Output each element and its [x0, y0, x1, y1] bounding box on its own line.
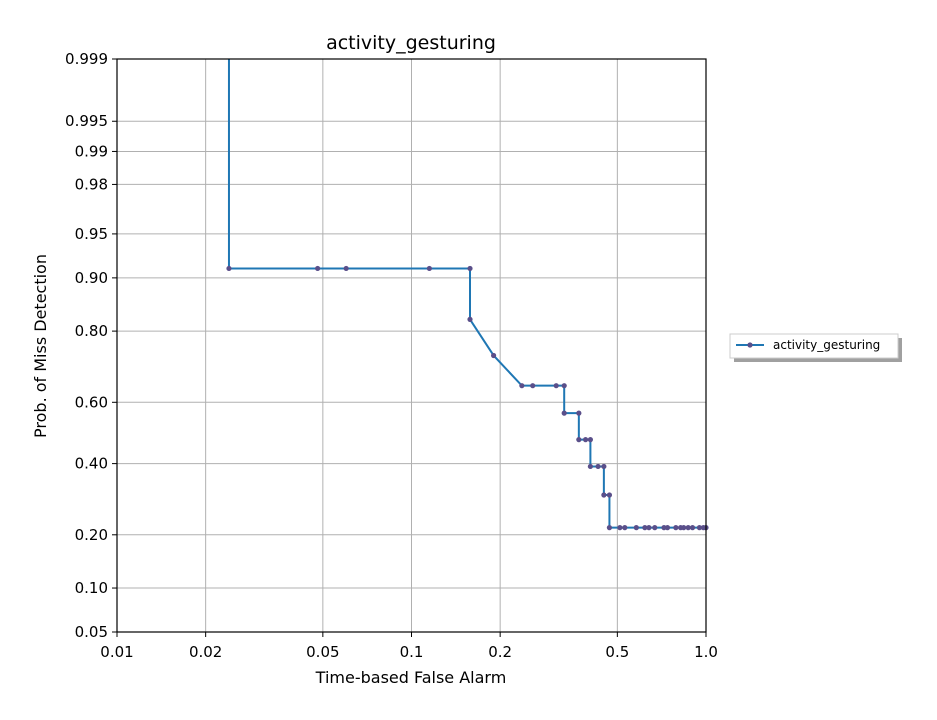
data-point-marker — [582, 437, 589, 443]
data-point-marker — [601, 492, 607, 498]
data-point-marker — [561, 383, 567, 389]
data-point-marker — [587, 463, 593, 470]
y-tick-label: 0.80 — [75, 322, 108, 340]
y-tick-label: 0.98 — [75, 175, 108, 193]
y-axis-label: Prob. of Miss Detection — [31, 254, 50, 438]
data-point-marker — [664, 525, 671, 531]
data-point-marker — [606, 492, 613, 498]
data-point-marker — [467, 316, 473, 322]
data-point-marker — [595, 463, 601, 470]
x-tick-label: 0.1 — [400, 643, 424, 661]
data-point-marker — [426, 265, 432, 272]
legend-marker-swatch — [747, 342, 753, 348]
data-point-marker — [601, 463, 607, 470]
y-tick-label: 0.95 — [75, 225, 108, 243]
data-point-marker — [606, 525, 613, 531]
y-tick-label: 0.20 — [75, 526, 108, 544]
y-tick-label: 0.995 — [65, 112, 108, 130]
data-point-marker — [622, 525, 628, 531]
data-point-marker — [576, 410, 582, 416]
x-tick-label: 0.5 — [605, 643, 629, 661]
y-tick-label: 0.90 — [75, 269, 108, 287]
data-point-marker — [576, 437, 582, 443]
data-point-marker — [617, 525, 623, 531]
x-tick-label: 0.02 — [189, 643, 222, 661]
data-point-marker — [685, 525, 691, 531]
data-point-marker — [561, 410, 567, 416]
axis-ticks: 0.01 0.02 0.05 0.1 0.2 0.5 1.0 0.05 0.10 0.20 0.40… — [65, 50, 718, 661]
x-axis-label: Time-based False Alarm — [315, 668, 507, 687]
x-tick-label: 0.01 — [100, 643, 133, 661]
data-point-marker — [681, 525, 687, 531]
data-point-marker — [315, 265, 321, 272]
data-point-marker — [553, 383, 559, 389]
data-point-marker — [642, 525, 648, 531]
series-activity-gesturing — [226, 59, 709, 531]
chart-title: activity_gesturing — [326, 32, 496, 54]
data-point-marker — [673, 525, 679, 531]
x-tick-label: 0.2 — [488, 643, 512, 661]
x-tick-label: 0.05 — [306, 643, 339, 661]
y-tick-label: 0.40 — [75, 455, 108, 473]
data-point-marker — [490, 352, 497, 359]
y-tick-label: 0.10 — [75, 579, 108, 597]
data-point-marker — [587, 437, 593, 443]
x-tick-label: 1.0 — [694, 643, 718, 661]
y-tick-label: 0.999 — [65, 50, 108, 68]
legend-label: activity_gesturing — [773, 338, 880, 352]
y-tick-label: 0.99 — [75, 142, 108, 160]
data-point-marker — [519, 383, 525, 389]
data-point-marker — [343, 265, 349, 272]
data-point-marker — [646, 525, 652, 531]
data-point-marker — [530, 383, 536, 389]
grid-lines — [116, 58, 707, 633]
data-point-marker — [696, 525, 703, 531]
data-point-marker — [467, 265, 473, 272]
y-tick-label: 0.60 — [75, 393, 108, 411]
data-point-marker — [689, 525, 696, 531]
data-point-marker — [652, 525, 658, 531]
legend: activity_gesturing — [729, 333, 902, 362]
data-point-marker — [226, 265, 232, 272]
data-point-marker — [633, 525, 639, 531]
y-tick-label: 0.05 — [75, 623, 108, 641]
series-line — [227, 59, 706, 529]
